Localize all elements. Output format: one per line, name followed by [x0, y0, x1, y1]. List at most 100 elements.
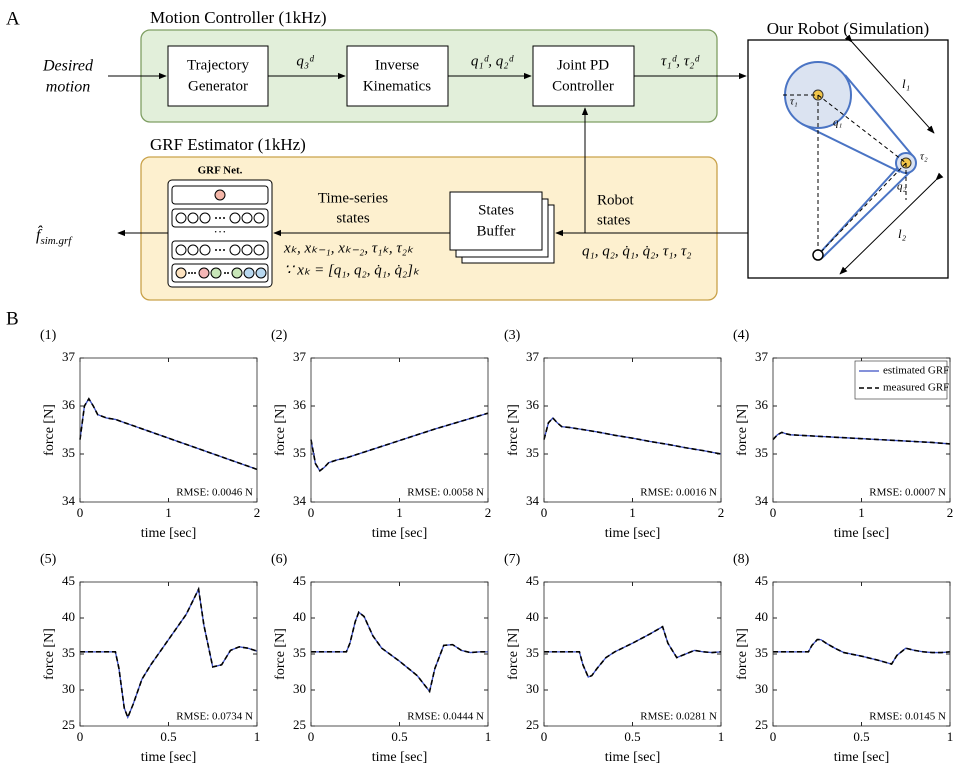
plot-area [544, 358, 721, 502]
block-label: Kinematics [363, 78, 431, 94]
y-tick-label: 25 [62, 717, 75, 732]
x-tick-label: 0 [308, 505, 315, 520]
y-tick-label: 25 [293, 717, 306, 732]
x-tick-label: 0 [308, 729, 315, 744]
panel-title: (5) [40, 552, 57, 567]
panel-label: B [6, 308, 19, 329]
x-axis-label: time [sec] [834, 750, 890, 765]
block-label: Controller [552, 78, 614, 94]
x-tick-label: 2 [254, 505, 261, 520]
robot-label: τ₁ [790, 96, 798, 108]
grf-net-label: GRF Net. [198, 165, 243, 177]
y-tick-label: 37 [62, 349, 76, 364]
panel-title: (3) [504, 328, 521, 343]
block [168, 46, 268, 106]
net-ellipsis: ··· [214, 224, 227, 239]
y-tick-label: 37 [293, 349, 307, 364]
legend-label: measured GRF [883, 382, 949, 394]
y-tick-label: 45 [526, 573, 539, 588]
output-label: f̂sim.grf [36, 224, 73, 246]
panel-title: (2) [271, 328, 288, 343]
y-tick-label: 36 [526, 397, 540, 412]
foot [813, 250, 823, 260]
y-axis-label: force [N] [42, 628, 57, 680]
panel-title: (7) [504, 552, 521, 567]
annotation: RMSE: 0.0145 N [869, 711, 946, 723]
x-tick-label: 0 [541, 505, 548, 520]
y-tick-label: 35 [62, 645, 75, 660]
signal-label: xₖ, xₖ₋₁, xₖ₋₂, τ₁ₖ, τ₂ₖ [283, 240, 414, 256]
plot-area [311, 582, 488, 726]
panel-title: (1) [40, 328, 57, 343]
y-tick-label: 35 [62, 445, 75, 460]
signal-label: ∵ xₖ = [q₁, q₂, q̇₁, q̇₂]ₖ [284, 262, 420, 278]
y-tick-label: 25 [755, 717, 768, 732]
y-tick-label: 36 [755, 397, 769, 412]
y-tick-label: 30 [293, 681, 306, 696]
y-tick-label: 34 [526, 493, 540, 508]
block-label: Trajectory [187, 57, 249, 73]
x-tick-label: 0.5 [391, 729, 407, 744]
x-tick-label: 1 [165, 505, 172, 520]
y-tick-label: 30 [755, 681, 768, 696]
x-tick-label: 2 [718, 505, 725, 520]
y-tick-label: 40 [293, 609, 306, 624]
robot-title: Our Robot (Simulation) [767, 19, 929, 38]
y-tick-label: 34 [62, 493, 76, 508]
x-tick-label: 0 [77, 729, 84, 744]
y-tick-label: 35 [755, 645, 768, 660]
signal-label: q₃ᵈ [296, 53, 315, 69]
buffer-box [450, 192, 542, 250]
annotation: RMSE: 0.0444 N [407, 711, 484, 723]
y-axis-label: force [N] [273, 628, 288, 680]
block-label: Generator [188, 78, 248, 94]
output-subscript: sim.grf [40, 235, 73, 247]
signal-label: q₁, q₂, q̇₁, q̇₂, τ₁, τ₂ [582, 243, 692, 259]
x-tick-label: 2 [947, 505, 954, 520]
plot-area [773, 582, 950, 726]
desired-motion: Desired [42, 58, 94, 75]
panel-title: (4) [733, 328, 750, 343]
block [533, 46, 634, 106]
x-axis-label: time [sec] [141, 526, 197, 541]
y-tick-label: 45 [755, 573, 768, 588]
x-axis-label: time [sec] [605, 750, 661, 765]
x-tick-label: 0 [770, 505, 777, 520]
x-axis-label: time [sec] [372, 526, 428, 541]
x-tick-label: 1 [254, 729, 261, 744]
plot-area [80, 358, 257, 502]
desired-motion: motion [46, 79, 90, 96]
y-axis-label: force [N] [506, 628, 521, 680]
robot-label: l₂ [898, 226, 907, 241]
y-tick-label: 40 [755, 609, 768, 624]
block [347, 46, 448, 106]
y-tick-label: 36 [293, 397, 307, 412]
y-tick-label: 30 [526, 681, 539, 696]
x-axis-label: time [sec] [372, 750, 428, 765]
annotation: RMSE: 0.0007 N [869, 487, 946, 499]
y-tick-label: 35 [293, 445, 306, 460]
panel-label: A [6, 8, 20, 29]
x-tick-label: 0 [541, 729, 548, 744]
figure: A B Motion Controller (1kHz) Desired mot… [0, 0, 961, 771]
x-tick-label: 0 [770, 729, 777, 744]
x-tick-label: 0.5 [853, 729, 869, 744]
annotation: RMSE: 0.0734 N [176, 711, 253, 723]
x-tick-label: 1 [485, 729, 492, 744]
x-tick-label: 1 [718, 729, 725, 744]
x-tick-label: 0.5 [624, 729, 640, 744]
y-axis-label: force [N] [735, 628, 750, 680]
annotation: RMSE: 0.0281 N [640, 711, 717, 723]
y-axis-label: force [N] [273, 404, 288, 456]
y-tick-label: 34 [293, 493, 307, 508]
annotation: RMSE: 0.0016 N [640, 487, 717, 499]
plot-area [80, 582, 257, 726]
y-tick-label: 40 [62, 609, 75, 624]
buffer-label: Buffer [477, 223, 516, 239]
y-tick-label: 30 [62, 681, 75, 696]
panel-title: (6) [271, 552, 288, 567]
block-label: Inverse [375, 57, 419, 73]
annotation: RMSE: 0.0058 N [407, 487, 484, 499]
y-tick-label: 35 [526, 445, 539, 460]
y-tick-label: 40 [526, 609, 539, 624]
